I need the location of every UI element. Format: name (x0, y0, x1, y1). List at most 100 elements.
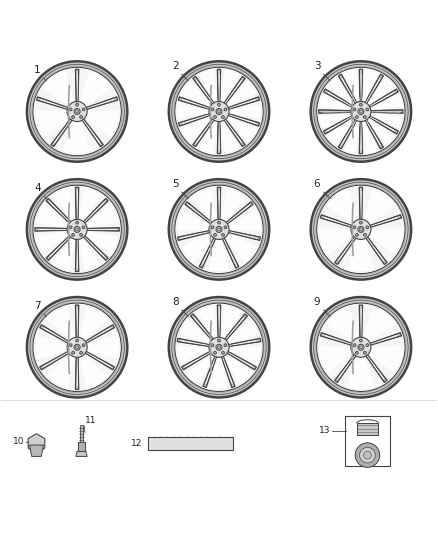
Circle shape (69, 226, 72, 229)
Polygon shape (83, 198, 108, 224)
Polygon shape (364, 307, 396, 341)
Circle shape (218, 103, 220, 106)
Circle shape (356, 233, 358, 236)
Text: 7: 7 (34, 301, 41, 311)
Circle shape (222, 233, 224, 236)
Polygon shape (47, 307, 74, 340)
Circle shape (218, 221, 220, 224)
Polygon shape (229, 346, 261, 362)
Circle shape (360, 221, 362, 224)
Circle shape (351, 101, 371, 122)
Polygon shape (36, 97, 69, 110)
Text: 1: 1 (34, 65, 41, 75)
Bar (345, 416, 390, 466)
Polygon shape (368, 115, 398, 134)
Polygon shape (85, 110, 119, 137)
Circle shape (222, 351, 224, 354)
Circle shape (356, 351, 358, 354)
Circle shape (222, 116, 224, 118)
Polygon shape (359, 120, 363, 154)
Polygon shape (80, 307, 107, 340)
Polygon shape (191, 314, 214, 341)
Circle shape (360, 110, 362, 113)
Circle shape (72, 351, 74, 354)
Polygon shape (182, 116, 212, 141)
Polygon shape (328, 118, 355, 145)
Polygon shape (187, 354, 214, 384)
Polygon shape (85, 325, 114, 344)
Circle shape (209, 337, 229, 357)
Polygon shape (80, 71, 112, 106)
Circle shape (216, 227, 222, 232)
Circle shape (214, 116, 216, 118)
Polygon shape (209, 240, 229, 271)
Polygon shape (86, 231, 118, 253)
Circle shape (224, 226, 227, 229)
Bar (357, 423, 378, 435)
Circle shape (209, 220, 229, 239)
Circle shape (27, 61, 127, 161)
Circle shape (360, 339, 362, 342)
Polygon shape (185, 202, 212, 224)
Polygon shape (177, 346, 209, 362)
Circle shape (318, 304, 404, 391)
Circle shape (353, 108, 356, 111)
Polygon shape (364, 189, 396, 223)
Polygon shape (227, 114, 260, 126)
Circle shape (214, 233, 216, 236)
Bar (80, 425, 83, 441)
Polygon shape (193, 118, 215, 147)
Polygon shape (53, 238, 75, 270)
Circle shape (74, 344, 80, 350)
Polygon shape (223, 76, 245, 105)
Circle shape (366, 344, 369, 346)
Circle shape (317, 67, 405, 156)
Circle shape (27, 179, 127, 280)
Circle shape (366, 226, 369, 229)
Polygon shape (203, 356, 217, 387)
Polygon shape (75, 356, 79, 390)
Circle shape (211, 108, 214, 111)
Polygon shape (51, 118, 73, 147)
Circle shape (169, 297, 269, 398)
Polygon shape (359, 69, 363, 102)
Polygon shape (46, 235, 71, 260)
Polygon shape (83, 235, 108, 260)
Polygon shape (362, 121, 378, 153)
Polygon shape (86, 228, 119, 231)
Circle shape (34, 304, 120, 391)
Polygon shape (364, 119, 383, 149)
Circle shape (364, 451, 371, 459)
Circle shape (69, 344, 72, 346)
Text: 9: 9 (314, 297, 320, 306)
Polygon shape (359, 305, 363, 338)
Polygon shape (228, 230, 261, 240)
Polygon shape (217, 120, 221, 154)
Polygon shape (335, 236, 357, 264)
Polygon shape (177, 230, 210, 240)
Polygon shape (230, 104, 261, 119)
Circle shape (33, 67, 121, 156)
Polygon shape (335, 354, 357, 382)
Circle shape (76, 103, 78, 106)
Circle shape (82, 226, 85, 229)
Polygon shape (63, 122, 91, 153)
Polygon shape (226, 351, 256, 370)
Polygon shape (319, 113, 351, 128)
Polygon shape (28, 434, 45, 453)
Polygon shape (221, 306, 240, 338)
Text: 4: 4 (34, 183, 41, 193)
Circle shape (211, 226, 214, 229)
Polygon shape (75, 187, 79, 220)
Text: 13: 13 (319, 426, 331, 435)
Circle shape (311, 61, 411, 161)
Polygon shape (367, 118, 394, 145)
Polygon shape (220, 70, 239, 102)
Circle shape (72, 233, 74, 236)
Polygon shape (211, 358, 227, 389)
Circle shape (353, 344, 356, 346)
Polygon shape (35, 335, 67, 359)
Circle shape (218, 228, 220, 231)
Polygon shape (178, 97, 211, 110)
Circle shape (216, 344, 222, 350)
